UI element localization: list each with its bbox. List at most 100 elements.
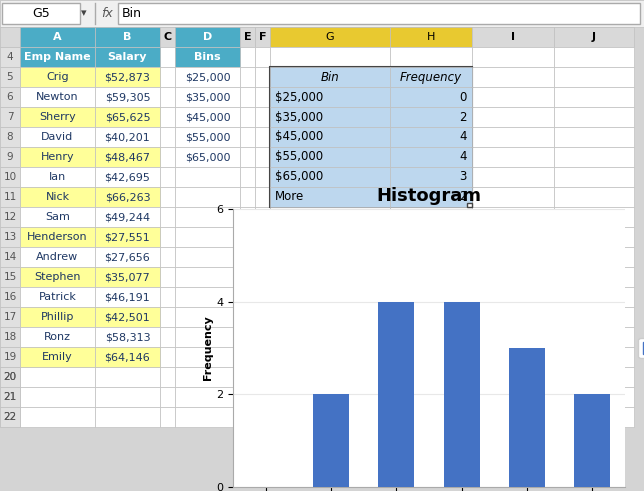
- Bar: [574, 394, 611, 487]
- Text: Stephen: Stephen: [34, 272, 80, 282]
- Bar: [390, 67, 472, 87]
- Bar: [390, 147, 472, 167]
- Text: Henderson: Henderson: [27, 232, 88, 242]
- Bar: [554, 387, 634, 407]
- Title: Histogram: Histogram: [377, 187, 482, 205]
- Bar: [240, 327, 255, 347]
- Text: Emp Name: Emp Name: [24, 52, 91, 62]
- Bar: [390, 147, 472, 167]
- Bar: [95, 327, 160, 347]
- Bar: [554, 27, 634, 47]
- Bar: [240, 87, 255, 107]
- Bar: [240, 187, 255, 207]
- Bar: [270, 67, 390, 87]
- Text: $48,467: $48,467: [104, 152, 151, 162]
- Text: $65,000: $65,000: [275, 170, 323, 184]
- Bar: [95, 47, 160, 67]
- Bar: [20, 387, 95, 407]
- Bar: [390, 127, 472, 147]
- Text: Emily: Emily: [42, 352, 73, 362]
- Bar: [270, 27, 390, 47]
- Bar: [95, 327, 160, 347]
- Bar: [20, 27, 95, 47]
- Bar: [20, 147, 95, 167]
- Bar: [175, 307, 240, 327]
- Text: $49,244: $49,244: [104, 212, 151, 222]
- Bar: [554, 147, 634, 167]
- Text: 12: 12: [3, 212, 17, 222]
- Bar: [270, 247, 390, 267]
- Bar: [255, 187, 270, 207]
- Text: 21: 21: [3, 392, 17, 402]
- Bar: [20, 287, 95, 307]
- Bar: [472, 187, 554, 207]
- Bar: [95, 87, 160, 107]
- Text: $65,625: $65,625: [105, 112, 150, 122]
- Text: $40,201: $40,201: [104, 132, 151, 142]
- Text: $66,263: $66,263: [105, 192, 150, 202]
- Bar: [20, 247, 95, 267]
- Bar: [0, 407, 20, 427]
- Bar: [255, 207, 270, 227]
- Bar: [255, 327, 270, 347]
- Text: $58,313: $58,313: [105, 332, 150, 342]
- Bar: [240, 267, 255, 287]
- Bar: [554, 167, 634, 187]
- Bar: [95, 367, 160, 387]
- Bar: [95, 147, 160, 167]
- Bar: [160, 47, 175, 67]
- Bar: [95, 47, 160, 67]
- Bar: [390, 127, 472, 147]
- Text: Sherry: Sherry: [39, 112, 76, 122]
- Bar: [20, 347, 95, 367]
- Bar: [255, 267, 270, 287]
- Bar: [554, 287, 634, 307]
- Bar: [0, 187, 20, 207]
- Text: 11: 11: [3, 192, 17, 202]
- Bar: [240, 107, 255, 127]
- Text: 15: 15: [3, 272, 17, 282]
- Bar: [160, 167, 175, 187]
- Bar: [95, 67, 160, 87]
- Bar: [95, 207, 160, 227]
- Bar: [390, 107, 472, 127]
- Text: G5: G5: [32, 7, 50, 20]
- Bar: [20, 147, 95, 167]
- Bar: [390, 187, 472, 207]
- Bar: [390, 327, 472, 347]
- Bar: [20, 127, 95, 147]
- Text: $59,305: $59,305: [105, 92, 150, 102]
- Bar: [160, 407, 175, 427]
- Bar: [472, 347, 554, 367]
- Bar: [240, 347, 255, 367]
- Bar: [444, 301, 480, 487]
- Text: A: A: [53, 32, 62, 42]
- Bar: [95, 287, 160, 307]
- Bar: [160, 227, 175, 247]
- Bar: [175, 87, 240, 107]
- Bar: [255, 107, 270, 127]
- Bar: [390, 207, 472, 227]
- Bar: [95, 207, 160, 227]
- Bar: [270, 227, 390, 247]
- Text: 16: 16: [3, 292, 17, 302]
- Text: $25,000: $25,000: [275, 90, 323, 104]
- Text: Ronz: Ronz: [44, 332, 71, 342]
- Text: 20: 20: [3, 372, 17, 382]
- Bar: [20, 87, 95, 107]
- Bar: [390, 167, 472, 187]
- Bar: [95, 227, 160, 247]
- Bar: [0, 87, 20, 107]
- Bar: [240, 407, 255, 427]
- Bar: [554, 267, 634, 287]
- Text: 4: 4: [460, 151, 467, 164]
- Bar: [160, 327, 175, 347]
- Bar: [95, 247, 160, 267]
- Text: 14: 14: [3, 252, 17, 262]
- Bar: [20, 327, 95, 347]
- Bar: [554, 207, 634, 227]
- Bar: [20, 327, 95, 347]
- Bar: [554, 227, 634, 247]
- Bar: [270, 167, 390, 187]
- Bar: [240, 47, 255, 67]
